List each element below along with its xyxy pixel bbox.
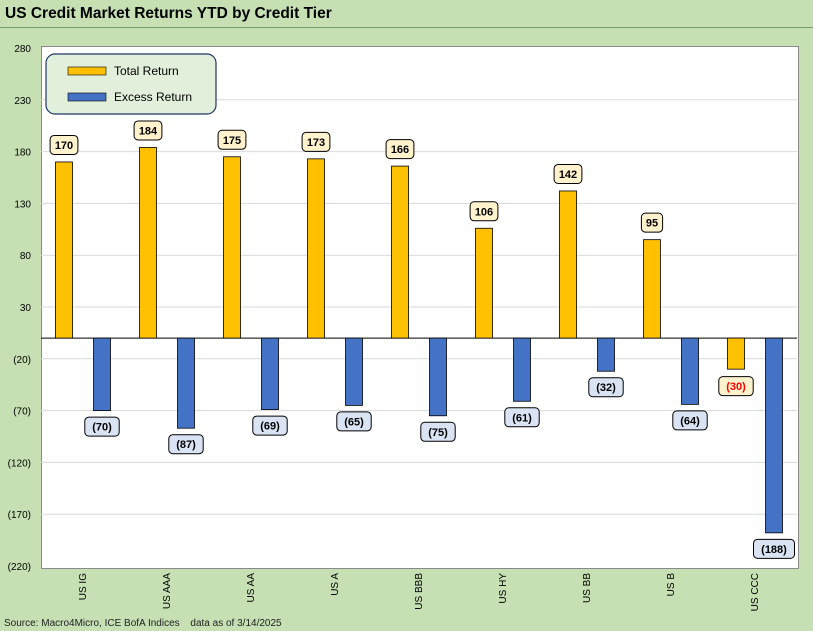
y-tick-label: 80 [20,251,32,262]
total-return-label-box [385,139,415,160]
y-tick-label: (120) [8,458,31,469]
total-return-bar [55,161,73,339]
y-tick-label: (170) [8,510,31,521]
total-return-bar [139,147,157,339]
excess-return-label-box [672,410,708,431]
total-return-label: (30) [726,381,746,393]
x-tick-label: US B [666,573,677,597]
excess-return-label: (69) [260,421,280,433]
y-tick-label: 180 [14,148,31,159]
x-tick-label: US BBB [414,573,425,610]
total-return-label-box [718,376,754,397]
excess-return-bar [429,337,447,417]
total-return-label: 142 [559,169,577,181]
total-return-label: 166 [391,144,409,156]
excess-return-bar [345,337,363,406]
x-tick-label: US HY [498,573,509,604]
total-return-label: 106 [475,206,493,218]
excess-return-bar [513,337,531,402]
excess-return-label: (87) [176,439,196,451]
y-tick-label: 230 [14,96,31,107]
total-return-label-box [49,134,79,155]
excess-return-label: (188) [761,544,787,556]
x-axis-ticks: US IG US AAA US AA US A US BBB US HY US BB US B… [78,573,761,612]
legend: Total Return Excess Return [45,53,217,115]
total-return-label: 175 [223,135,241,147]
total-return-label: 170 [55,140,73,152]
gridlines [41,99,797,515]
excess-return-label-box [336,411,372,432]
x-tick-label: US BB [582,573,593,603]
total-return-bar [559,190,577,339]
excess-return-label-box [252,415,288,436]
title-bar: US Credit Market Returns YTD by Credit T… [0,0,813,28]
y-tick-label: 30 [20,303,32,314]
excess-return-bar [681,337,699,405]
excess-return-label: (65) [344,416,364,428]
total-return-bar [223,156,241,339]
y-axis-ticks: 280 230 180 130 80 30 (20) (70) (120) (170) (220) [8,44,32,573]
bars [55,147,783,534]
y-tick-label: (220) [8,562,31,573]
footer: Source: Macro4Micro, ICE BofA Indices da… [4,618,290,629]
source-note: Source: Macro4Micro, ICE BofA Indices [4,618,180,629]
total-return-label: 95 [646,218,658,230]
excess-return-bar [93,337,111,411]
total-return-label-box [640,212,664,233]
total-return-label: 184 [139,125,158,137]
legend-swatch-total [67,66,107,76]
x-tick-label: US AA [246,573,257,603]
excess-return-label-box [588,377,624,398]
data-labels: 170 (70) 184 (87) 175 (69) 173 (65) 166 (75) 106 (6… [49,120,795,559]
excess-return-bar [597,337,615,372]
total-return-label-box [553,163,583,184]
legend-swatch-excess [67,92,107,102]
total-return-label-box [301,131,331,152]
y-tick-label: (70) [13,407,31,418]
x-tick-label: US A [330,573,341,596]
total-return-bar [391,165,409,339]
excess-return-label: (64) [680,415,700,427]
excess-return-bar [261,337,279,410]
excess-return-label-box [420,421,456,442]
y-tick-label: 280 [14,44,31,55]
total-return-label-box [469,201,499,222]
total-return-bar [727,337,745,370]
total-return-bar [643,239,661,339]
x-tick-label: US AAA [162,573,173,609]
excess-return-label-box [84,416,120,437]
excess-return-bar [765,337,783,534]
chart-title: US Credit Market Returns YTD by Credit T… [5,5,332,22]
y-tick-label: 130 [14,199,31,210]
legend-label-total: Total Return [114,64,179,78]
date-note: data as of 3/14/2025 [190,618,282,629]
excess-return-label: (75) [428,427,448,439]
excess-return-label: (70) [92,422,112,434]
excess-return-label-box [504,407,540,428]
total-return-bar [475,227,493,339]
total-return-label-box [217,129,247,150]
y-tick-label: (20) [13,355,31,366]
excess-return-bar [177,337,195,429]
total-return-bar [307,158,325,339]
total-return-label: 173 [307,137,325,149]
legend-label-excess: Excess Return [114,90,192,104]
excess-return-label-box [168,434,204,455]
excess-return-label: (32) [596,382,616,394]
x-tick-label: US CCC [750,573,761,611]
excess-return-label: (61) [512,412,532,424]
total-return-label-box [133,120,163,141]
legend-box [45,53,217,115]
x-tick-label: US IG [78,573,89,600]
excess-return-label-box [753,538,795,559]
